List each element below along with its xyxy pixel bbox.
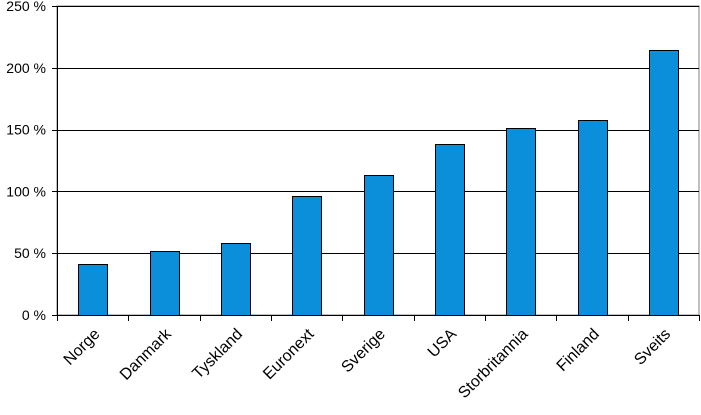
- x-tick-label-usa: USA: [425, 326, 461, 362]
- y-tick-label-5: 250 %: [6, 0, 46, 14]
- x-tick-labels: Norge Danmark Tyskland Euronext Sverige USASt…: [61, 325, 675, 402]
- bar-usa: [435, 144, 465, 316]
- bar-finland: [578, 120, 608, 316]
- x-tick-label-norge: Norge: [61, 326, 104, 369]
- y-tick-label-0: 0 %: [22, 307, 46, 323]
- y-tick-label-3: 150 %: [6, 122, 46, 138]
- y-tick-label-2: 100 %: [6, 183, 46, 199]
- x-tick-label-euronext: Euronext: [260, 325, 318, 383]
- bar-norge: [78, 264, 108, 316]
- bar-danmark: [150, 251, 180, 316]
- x-tick-label-tyskland: Tyskland: [189, 326, 246, 383]
- bar-storbritannia: [506, 128, 536, 316]
- x-tick-label-finland: Finland: [554, 326, 603, 375]
- y-tick-label-4: 200 %: [6, 60, 46, 76]
- x-tick-label-danmark: Danmark: [117, 325, 176, 384]
- x-tick-label-sveits: Sveits: [631, 326, 674, 369]
- x-tick-marks: [57, 315, 700, 321]
- x-tick-label-sverige: Sverige: [338, 326, 388, 376]
- y-tick-labels: 0 % 50 % 100 % 150 % 200 % 250 %: [6, 0, 57, 323]
- bars: [78, 50, 679, 316]
- bar-sverige: [364, 175, 394, 316]
- bar-tyskland: [221, 243, 251, 316]
- y-tick-label-1: 50 %: [14, 245, 46, 261]
- bar-sveits: [649, 50, 679, 316]
- x-tick-label-storbritannia: Storbritannia: [455, 326, 531, 402]
- bar-euronext: [292, 196, 322, 316]
